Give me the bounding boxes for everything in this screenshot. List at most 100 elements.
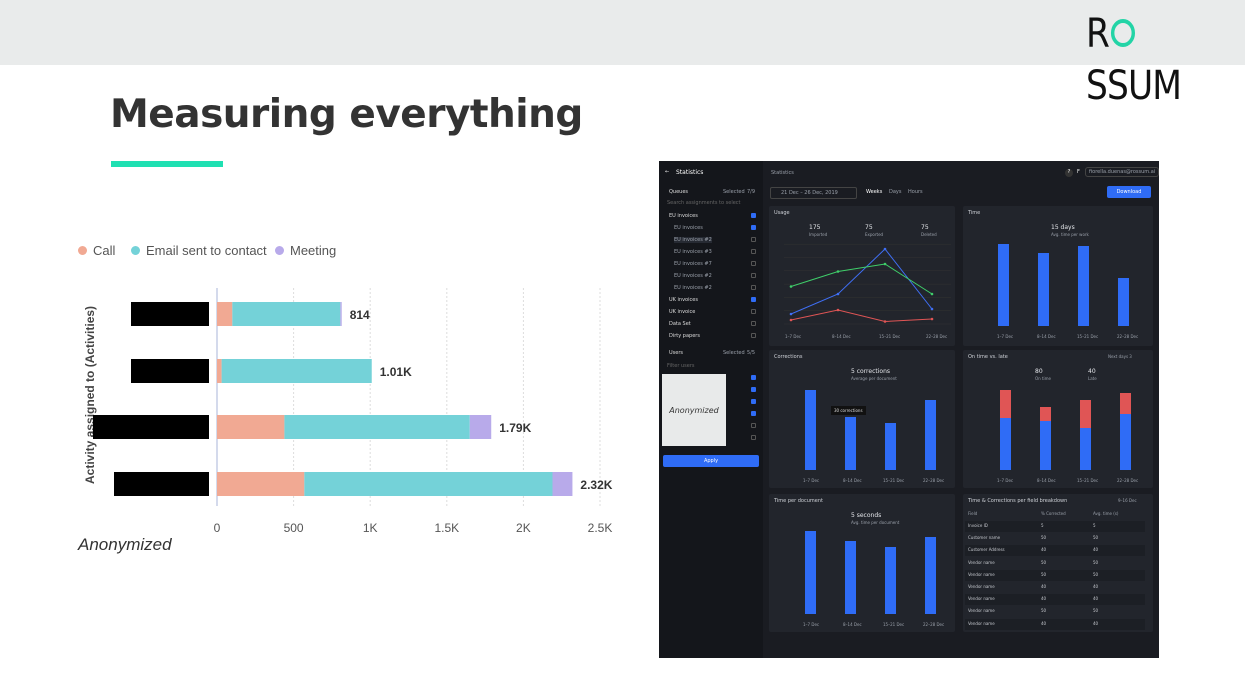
tab-weeks[interactable]: Weeks bbox=[866, 189, 883, 195]
table-cell: 50 bbox=[1041, 559, 1047, 565]
queue-item[interactable]: EU invoices #2 bbox=[674, 273, 712, 279]
queue-search-input[interactable]: Search assignments to select bbox=[667, 200, 741, 206]
stat-value: 75 bbox=[921, 224, 929, 231]
checkbox[interactable] bbox=[751, 225, 756, 230]
user-email-badge[interactable]: fiorella.duenas@rossum.ai bbox=[1085, 167, 1159, 177]
user-checkbox[interactable] bbox=[751, 387, 756, 392]
user-checkbox[interactable] bbox=[751, 423, 756, 428]
user-checkbox[interactable] bbox=[751, 435, 756, 440]
x-tick-label: 1–7 Dec bbox=[997, 334, 1014, 339]
series-point[interactable] bbox=[883, 262, 887, 266]
series-point[interactable] bbox=[789, 318, 793, 322]
x-tick-label: 0 bbox=[214, 521, 221, 535]
late-bar[interactable] bbox=[1000, 389, 1011, 418]
table-cell: Vendor name bbox=[968, 596, 995, 602]
corrections-panel: Corrections 5 corrections Average per docu… bbox=[769, 350, 955, 488]
series-point[interactable] bbox=[836, 270, 840, 273]
tab-hours[interactable]: Hours bbox=[908, 189, 923, 195]
queue-group[interactable]: Data Set bbox=[669, 321, 691, 327]
bar[interactable] bbox=[885, 547, 896, 614]
series-point[interactable] bbox=[836, 308, 840, 312]
bar-segment-email-sent-to-contact bbox=[221, 359, 372, 383]
tab-days[interactable]: Days bbox=[889, 189, 902, 195]
table-cell: 50 bbox=[1041, 608, 1047, 614]
queue-group[interactable]: UK invoices bbox=[669, 297, 698, 303]
series-point[interactable] bbox=[883, 247, 887, 251]
series-point[interactable] bbox=[836, 292, 840, 296]
late-bar[interactable] bbox=[1120, 393, 1131, 414]
bar-segment-email-sent-to-contact bbox=[284, 415, 470, 439]
late-bar[interactable] bbox=[1040, 407, 1051, 421]
series-point[interactable] bbox=[930, 292, 934, 296]
checkbox[interactable] bbox=[751, 213, 756, 218]
bar[interactable] bbox=[925, 400, 936, 470]
series-point[interactable] bbox=[883, 320, 887, 323]
help-icon[interactable]: ? bbox=[1065, 169, 1073, 177]
table-cell: Vendor name bbox=[968, 559, 995, 565]
series-point[interactable] bbox=[930, 307, 934, 311]
queue-item[interactable]: EU invoices bbox=[674, 225, 703, 231]
queue-group[interactable]: Dirty papers bbox=[669, 333, 700, 339]
late-bar[interactable] bbox=[1080, 400, 1091, 428]
redacted-category-label bbox=[114, 472, 209, 496]
bar[interactable] bbox=[805, 530, 816, 614]
bar[interactable] bbox=[998, 244, 1009, 326]
checkbox[interactable] bbox=[751, 249, 756, 254]
rossum-logo: R SSUM bbox=[1086, 8, 1223, 112]
bar[interactable] bbox=[805, 390, 816, 470]
checkbox[interactable] bbox=[751, 321, 756, 326]
series-point[interactable] bbox=[930, 317, 934, 321]
bar[interactable] bbox=[845, 416, 856, 470]
series-line bbox=[790, 248, 933, 315]
user-search-input[interactable]: Filter users bbox=[667, 363, 695, 369]
table-cell: Vendor name bbox=[968, 620, 995, 626]
queue-item[interactable]: EU invoices #2 bbox=[674, 237, 712, 243]
redacted-category-label bbox=[93, 415, 209, 439]
on-time-bar[interactable] bbox=[1120, 414, 1131, 470]
x-tick-label: 8–14 Dec bbox=[1037, 478, 1056, 483]
checkbox[interactable] bbox=[751, 273, 756, 278]
bar[interactable] bbox=[1118, 277, 1129, 326]
queue-group[interactable]: UK invoice bbox=[669, 309, 696, 315]
apply-button[interactable]: Apply bbox=[663, 455, 759, 467]
bar[interactable] bbox=[885, 423, 896, 470]
bar-segment-call bbox=[217, 472, 305, 496]
user-checkbox[interactable] bbox=[751, 375, 756, 380]
on-time-bar[interactable] bbox=[1040, 421, 1051, 470]
date-range-picker[interactable]: 21 Dec – 26 Dec, 2019 bbox=[770, 187, 857, 199]
checkbox[interactable] bbox=[751, 297, 756, 302]
queues-label[interactable]: Queues bbox=[669, 189, 689, 195]
users-label[interactable]: Users bbox=[669, 350, 684, 356]
queue-item[interactable]: EU invoices #2 bbox=[674, 285, 712, 291]
table-cell: Invoice ID bbox=[968, 523, 988, 528]
queue-item[interactable]: EU invoices #7 bbox=[674, 261, 712, 267]
queue-group[interactable]: EU invoices bbox=[669, 213, 698, 219]
avatar[interactable]: F bbox=[1077, 169, 1080, 175]
total-data-label: 1.01K bbox=[380, 365, 412, 379]
top-banner bbox=[0, 0, 1245, 65]
panel-title: On time vs. late bbox=[968, 354, 1008, 360]
field-breakdown-panel: Time & Corrections per field breakdown 9–… bbox=[963, 494, 1153, 632]
user-checkbox[interactable] bbox=[751, 411, 756, 416]
bar[interactable] bbox=[1038, 252, 1049, 326]
checkbox[interactable] bbox=[751, 309, 756, 314]
queue-item[interactable]: EU invoices #3 bbox=[674, 249, 712, 255]
download-button[interactable]: Download bbox=[1107, 186, 1151, 198]
checkbox[interactable] bbox=[751, 285, 756, 290]
bar[interactable] bbox=[845, 540, 856, 614]
user-checkbox[interactable] bbox=[751, 399, 756, 404]
checkbox[interactable] bbox=[751, 237, 756, 242]
legend-label: Meeting bbox=[290, 243, 337, 258]
logo-text-end: SSUM bbox=[1086, 63, 1182, 109]
on-time-bar[interactable] bbox=[1080, 428, 1091, 470]
table-cell: 50 bbox=[1093, 608, 1099, 614]
checkbox[interactable] bbox=[751, 261, 756, 266]
back-arrow-icon[interactable]: ← bbox=[665, 169, 670, 175]
bar[interactable] bbox=[1078, 245, 1089, 326]
bar[interactable] bbox=[925, 537, 936, 614]
series-point[interactable] bbox=[789, 312, 793, 316]
series-point[interactable] bbox=[789, 285, 793, 288]
bar-segment-meeting bbox=[340, 302, 342, 326]
on-time-bar[interactable] bbox=[1000, 417, 1011, 470]
checkbox[interactable] bbox=[751, 333, 756, 338]
